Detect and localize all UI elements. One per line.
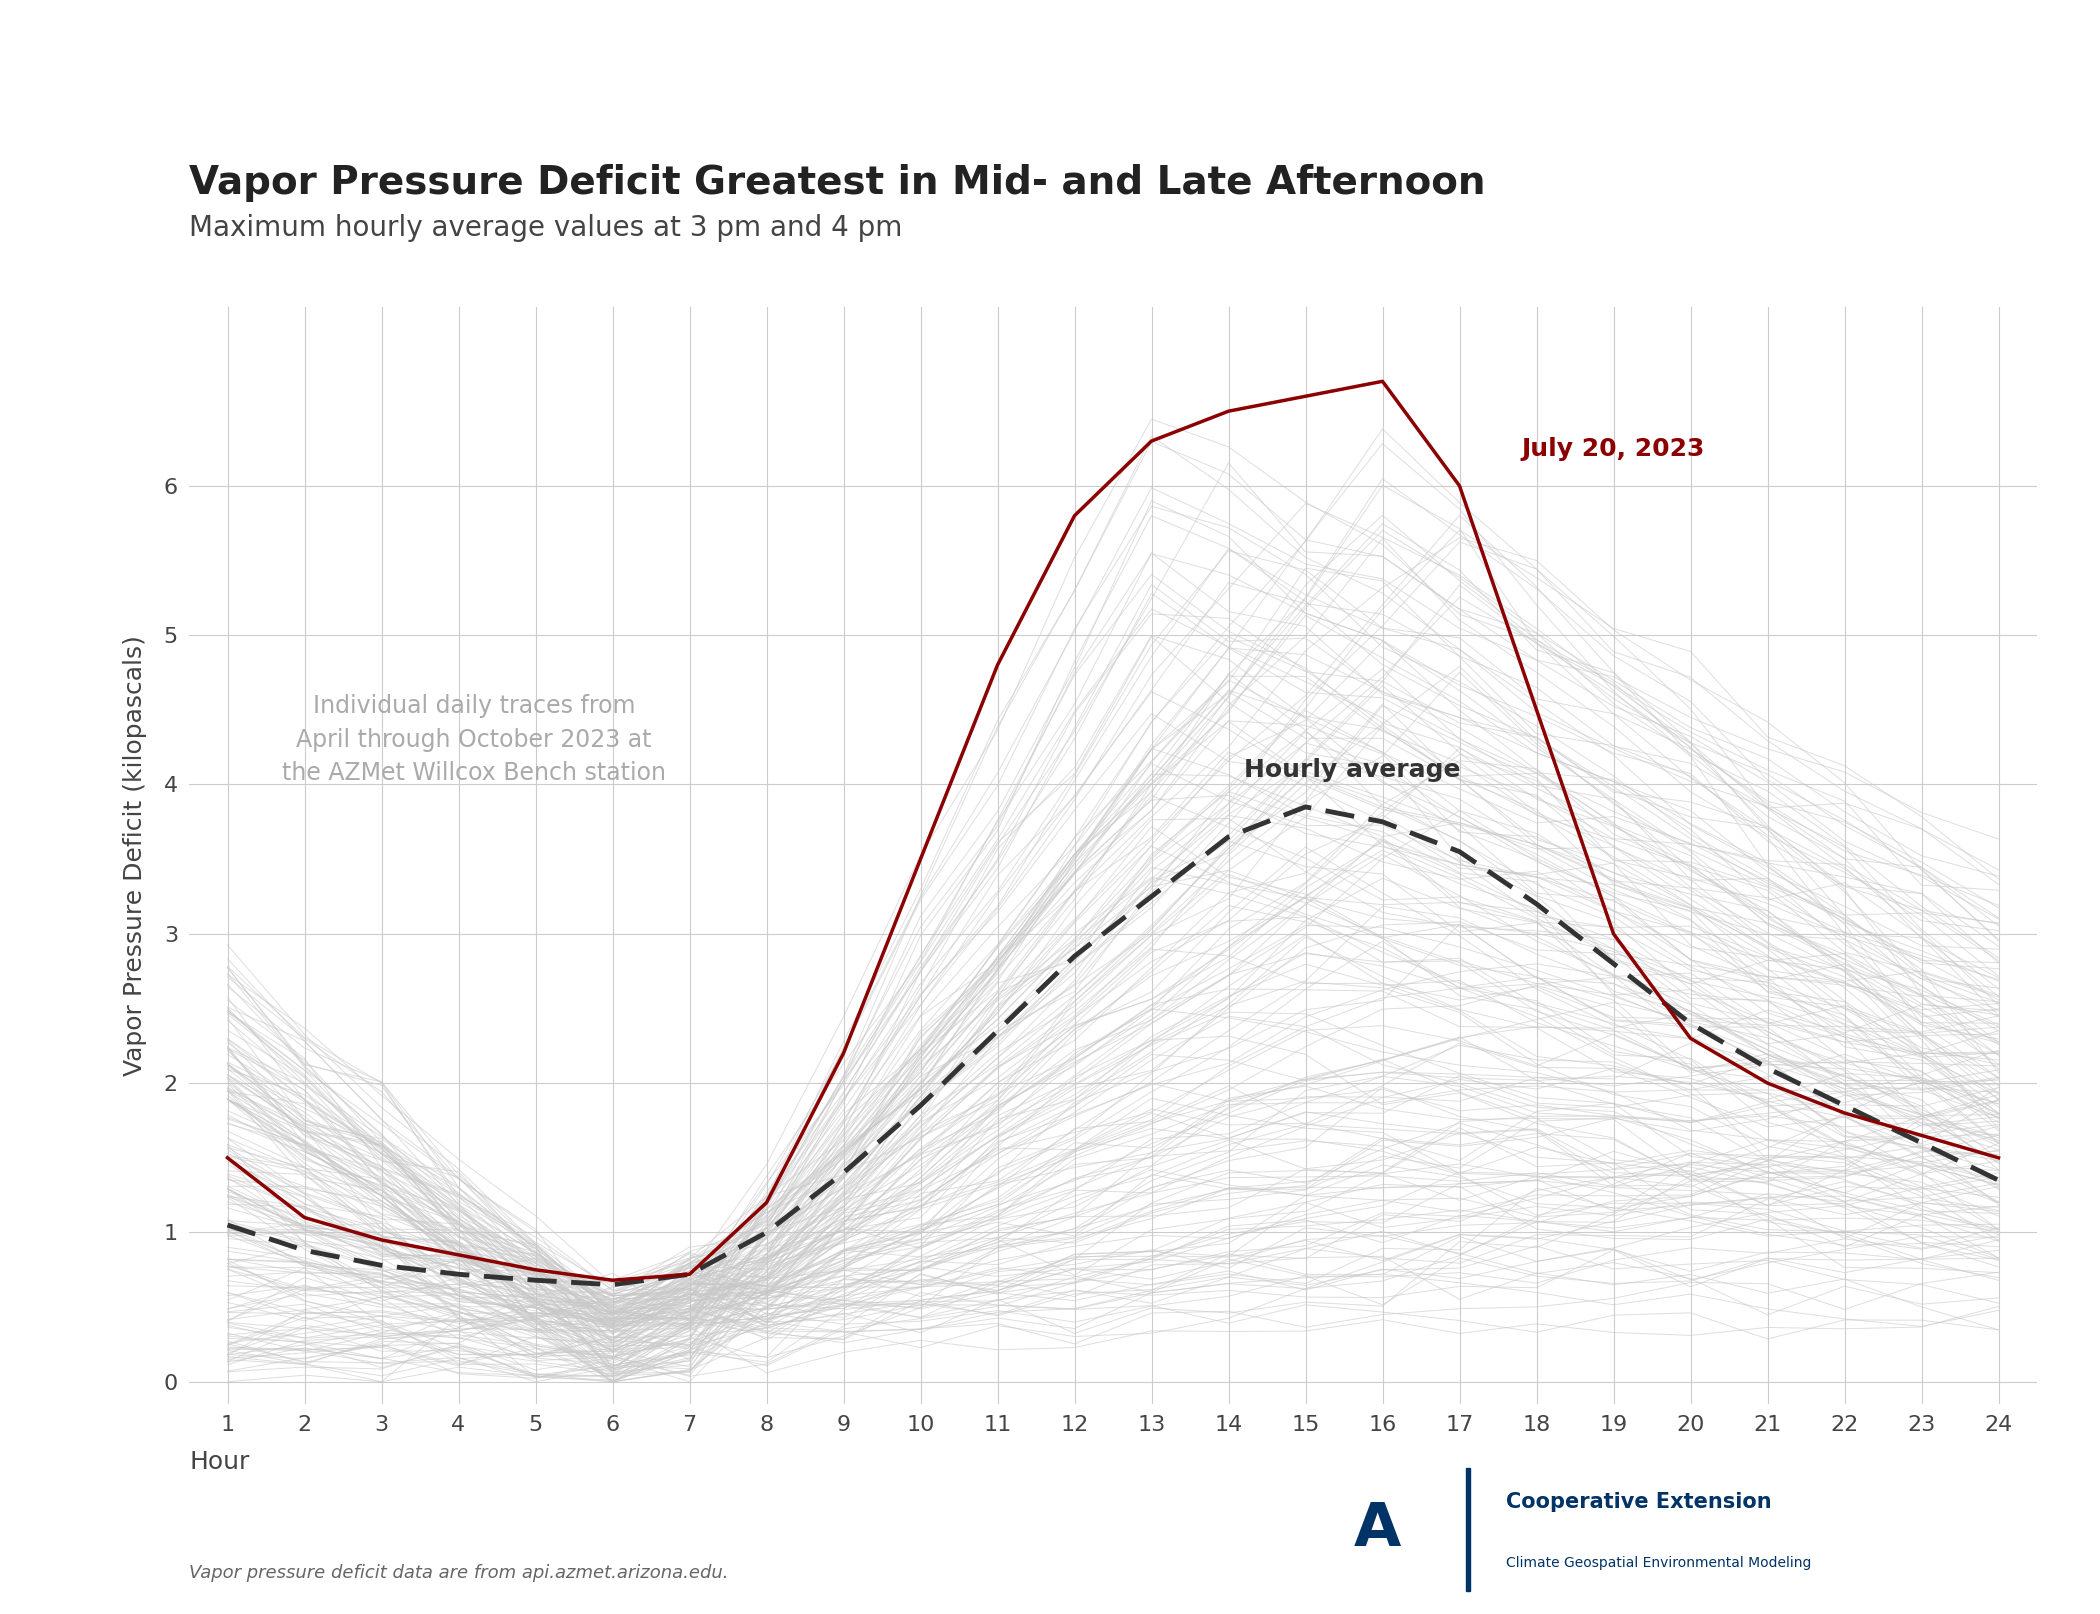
Text: Vapor pressure deficit data are from api.azmet.arizona.edu.: Vapor pressure deficit data are from api…	[189, 1564, 729, 1582]
Text: Cooperative Extension: Cooperative Extension	[1506, 1491, 1772, 1512]
Text: Maximum hourly average values at 3 pm and 4 pm: Maximum hourly average values at 3 pm an…	[189, 215, 903, 242]
Text: Hour: Hour	[189, 1449, 250, 1474]
FancyArrow shape	[1466, 1469, 1470, 1591]
Text: Individual daily traces from
April through October 2023 at
the AZMet Willcox Ben: Individual daily traces from April throu…	[281, 694, 666, 784]
Y-axis label: Vapor Pressure Deficit (kilopascals): Vapor Pressure Deficit (kilopascals)	[124, 634, 147, 1077]
Text: Vapor Pressure Deficit Greatest in Mid- and Late Afternoon: Vapor Pressure Deficit Greatest in Mid- …	[189, 163, 1485, 202]
Text: Hourly average: Hourly average	[1243, 757, 1460, 781]
Text: Climate Geospatial Environmental Modeling: Climate Geospatial Environmental Modelin…	[1506, 1556, 1812, 1570]
Text: A: A	[1354, 1499, 1401, 1559]
Text: July 20, 2023: July 20, 2023	[1520, 436, 1705, 460]
